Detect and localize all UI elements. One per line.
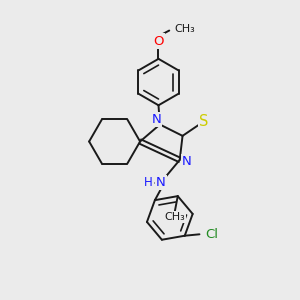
Text: H: H — [144, 176, 153, 189]
Text: S: S — [200, 114, 209, 129]
Text: N: N — [182, 155, 192, 168]
Text: O: O — [153, 34, 164, 47]
Text: Cl: Cl — [206, 228, 219, 241]
Text: N: N — [156, 176, 166, 189]
Text: CH₃: CH₃ — [164, 212, 185, 222]
Text: N: N — [152, 113, 161, 126]
Text: CH₃: CH₃ — [174, 24, 195, 34]
